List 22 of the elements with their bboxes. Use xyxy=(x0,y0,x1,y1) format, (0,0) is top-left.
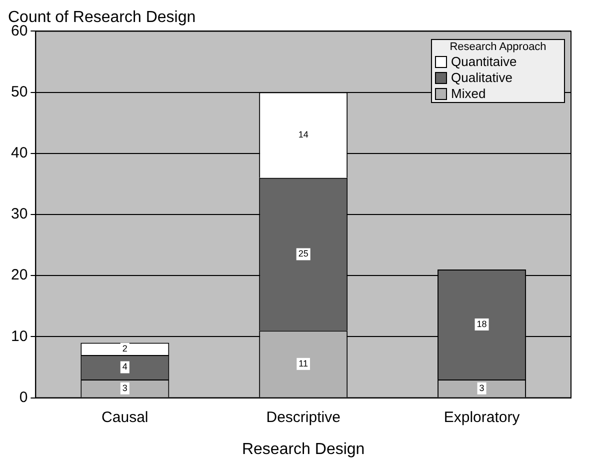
data-label: 2 xyxy=(122,343,128,354)
y-tick-label: 40 xyxy=(10,144,28,162)
x-tick-label: Descriptive xyxy=(266,408,340,426)
legend-label: Quantitaive xyxy=(451,54,517,70)
legend-label: Qualitative xyxy=(451,70,512,86)
x-axis-title: Research Design xyxy=(242,440,365,458)
y-tick-label: 10 xyxy=(10,328,28,345)
y-tick-label: 0 xyxy=(19,388,28,406)
x-tick-label: Exploratory xyxy=(444,408,520,426)
data-label: 14 xyxy=(298,130,308,140)
legend-title: Research Approach xyxy=(448,40,548,54)
data-label: 25 xyxy=(298,248,308,259)
y-tick-label: 20 xyxy=(10,266,28,284)
data-label: 4 xyxy=(122,362,128,372)
legend-label: Mixed xyxy=(451,86,486,102)
data-label: 3 xyxy=(122,382,128,393)
y-tick-label: 50 xyxy=(10,83,28,100)
data-label: 11 xyxy=(298,358,308,368)
data-label: 3 xyxy=(479,382,484,393)
data-label: 18 xyxy=(476,318,487,329)
y-tick-label: 30 xyxy=(10,206,28,223)
x-tick-label: Causal xyxy=(102,408,148,426)
